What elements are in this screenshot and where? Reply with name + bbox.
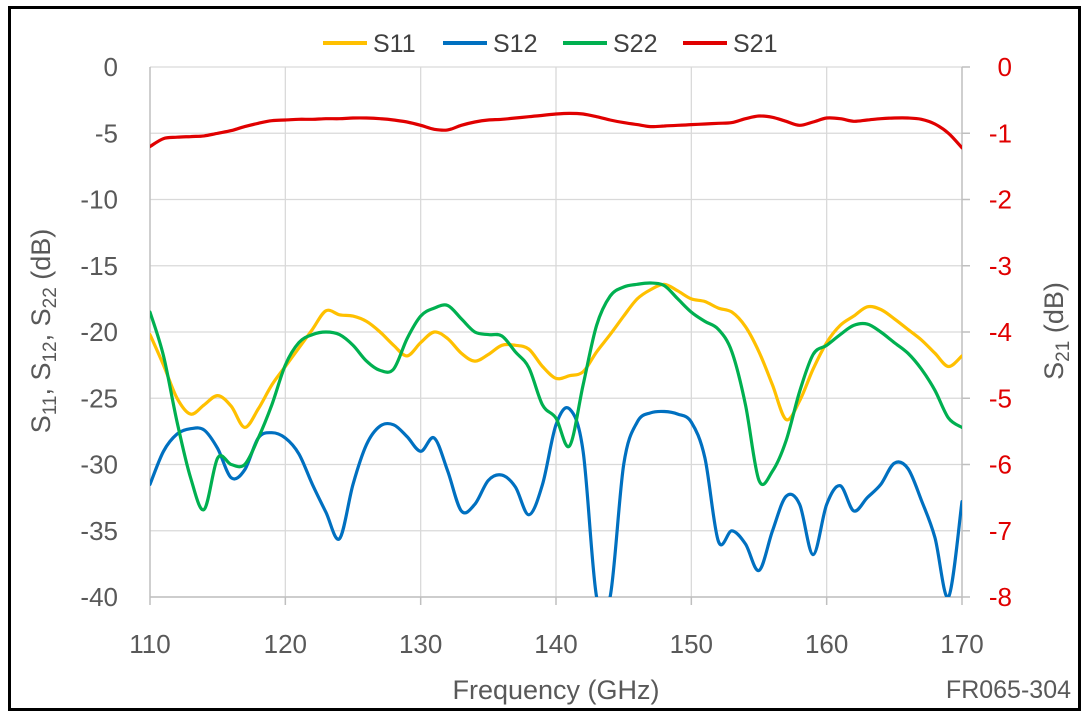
left-tick-labels: 0 -5 -10 -15 -20 -25 -30 -35 -40 <box>80 52 118 612</box>
right-tick-labels: 0 -1 -2 -3 -4 -5 -6 -7 -8 <box>989 52 1012 612</box>
axis-title-part: 21 <box>1053 341 1074 362</box>
x-tick-label: 160 <box>805 629 848 659</box>
x-tick-label: 120 <box>264 629 307 659</box>
legend-label-s21: S21 <box>733 30 777 58</box>
axes <box>149 66 970 605</box>
left-tick-label: -15 <box>80 251 118 281</box>
legend: S11 S12 S22 S21 <box>323 30 777 58</box>
legend-label-s11: S11 <box>373 30 416 58</box>
x-tick-labels: 110 120 130 140 150 160 170 <box>129 629 983 659</box>
axis-title-part: 11 <box>40 396 61 416</box>
x-axis-title: Frequency (GHz) <box>452 675 659 705</box>
legend-label-s12: S12 <box>493 30 537 58</box>
series-line-s21 <box>150 111 962 150</box>
left-tick-label: -25 <box>80 383 118 413</box>
axis-title-part: (dB) <box>1039 282 1069 341</box>
left-tick-label: -30 <box>80 450 118 480</box>
right-tick-label: -5 <box>989 383 1012 413</box>
left-tick-label: -40 <box>80 582 118 612</box>
chart-frame <box>8 6 1081 711</box>
axis-title-part: S <box>26 415 56 433</box>
axis-title-part: 12 <box>40 341 61 362</box>
axis-title-part: (dB) <box>26 229 56 288</box>
right-tick-label: 0 <box>998 52 1012 82</box>
x-tick-label: 170 <box>940 629 983 659</box>
axis-title-part: S <box>1039 362 1069 380</box>
left-axis-title: S11, S12, S22 (dB) <box>26 229 61 434</box>
right-tick-label: -6 <box>989 450 1012 480</box>
left-tick-label: -35 <box>80 516 118 546</box>
series-layer <box>150 111 962 597</box>
left-tick-label: 0 <box>104 52 118 82</box>
x-tick-label: 110 <box>129 629 170 659</box>
x-tick-label: 130 <box>399 629 442 659</box>
right-tick-label: -3 <box>989 251 1012 281</box>
figure-id-annotation: FR065-304 <box>946 676 1071 704</box>
series-line-s22 <box>150 281 962 512</box>
x-tick-label: 140 <box>534 629 577 659</box>
left-tick-label: -5 <box>95 118 118 148</box>
axis-title-part: , S <box>26 308 56 341</box>
legend-label-s22: S22 <box>613 30 657 58</box>
series-line-s12 <box>150 406 962 597</box>
x-tick-label: 150 <box>670 629 713 659</box>
right-tick-label: -8 <box>989 582 1012 612</box>
axis-title-part: 22 <box>40 287 61 308</box>
right-tick-label: -4 <box>989 317 1012 347</box>
right-tick-label: -7 <box>989 516 1012 546</box>
left-tick-label: -20 <box>80 317 118 347</box>
right-tick-label: -2 <box>989 185 1012 215</box>
axis-title-part: , S <box>26 363 56 396</box>
left-tick-label: -10 <box>80 185 118 215</box>
right-tick-label: -1 <box>989 118 1012 148</box>
grid-lines <box>150 66 962 598</box>
right-axis-title: S21 (dB) <box>1039 282 1074 380</box>
